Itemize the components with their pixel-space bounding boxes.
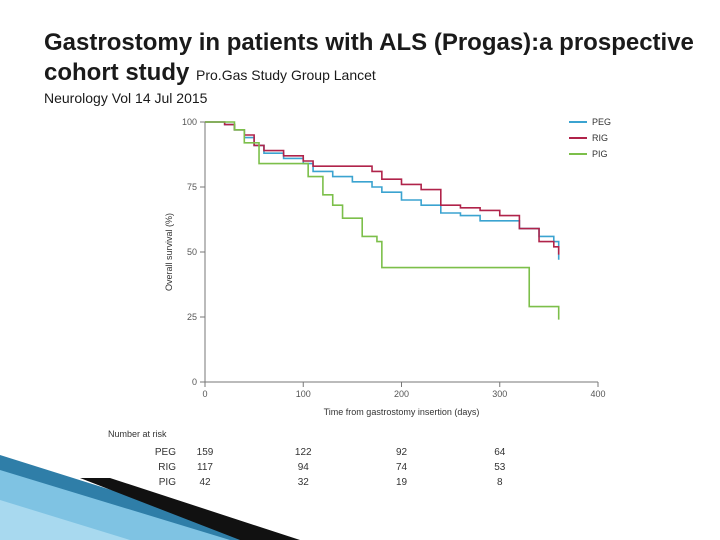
chart-series [205, 121, 560, 320]
risk-cell: 42 [199, 477, 211, 488]
risk-cell: 53 [494, 462, 506, 473]
title-text: Gastrostomy in patients with ALS (Progas… [44, 29, 694, 86]
chart-axes: 0 25 50 75 100 0 100 200 300 400 Overall survival … [164, 117, 606, 417]
risk-cell: 74 [396, 462, 408, 473]
series-line-rig [205, 121, 560, 255]
number-at-risk-table: Number at risk PEG 159 122 92 64 RIG 117 94 74 53 P… [108, 429, 506, 488]
citation-line1: Pro.Gas Study Group Lancet [196, 67, 376, 83]
citation-line2: Neurology Vol 14 Jul 2015 [44, 90, 208, 106]
x-tick-label: 400 [590, 389, 605, 399]
y-axis-label: Overall survival (%) [164, 213, 174, 291]
y-tick-label: 0 [192, 377, 197, 387]
decor-stripe-pale [0, 500, 130, 540]
y-tick-label: 25 [187, 312, 197, 322]
y-tick-label: 75 [187, 182, 197, 192]
x-axis-label: Time from gastrostomy insertion (days) [324, 407, 480, 417]
legend-label-rig: RIG [592, 133, 608, 143]
risk-cell: 19 [396, 477, 408, 488]
y-tick-label: 50 [187, 247, 197, 257]
risk-row-label-peg: PEG [155, 447, 176, 458]
slide-title: Gastrostomy in patients with ALS (Progas… [44, 28, 704, 106]
chart-legend: PEG RIG PIG [569, 117, 611, 159]
risk-row-label-pig: PIG [159, 477, 176, 488]
risk-cell: 8 [497, 477, 503, 488]
series-line-pig [205, 121, 560, 320]
risk-cell: 159 [197, 447, 214, 458]
x-tick-label: 200 [394, 389, 409, 399]
legend-label-peg: PEG [592, 117, 611, 127]
y-tick-label: 100 [182, 117, 197, 127]
x-tick-label: 0 [202, 389, 207, 399]
risk-cell: 94 [298, 462, 310, 473]
decor-stripe-black [80, 478, 300, 540]
x-tick-label: 100 [296, 389, 311, 399]
risk-table-title: Number at risk [108, 429, 167, 439]
x-tick-label: 300 [492, 389, 507, 399]
risk-cell: 92 [396, 447, 408, 458]
legend-label-pig: PIG [592, 149, 608, 159]
risk-row-label-rig: RIG [158, 462, 176, 473]
risk-cell: 64 [494, 447, 506, 458]
risk-cell: 117 [197, 462, 213, 473]
risk-cell: 32 [298, 477, 310, 488]
risk-cell: 122 [295, 447, 312, 458]
